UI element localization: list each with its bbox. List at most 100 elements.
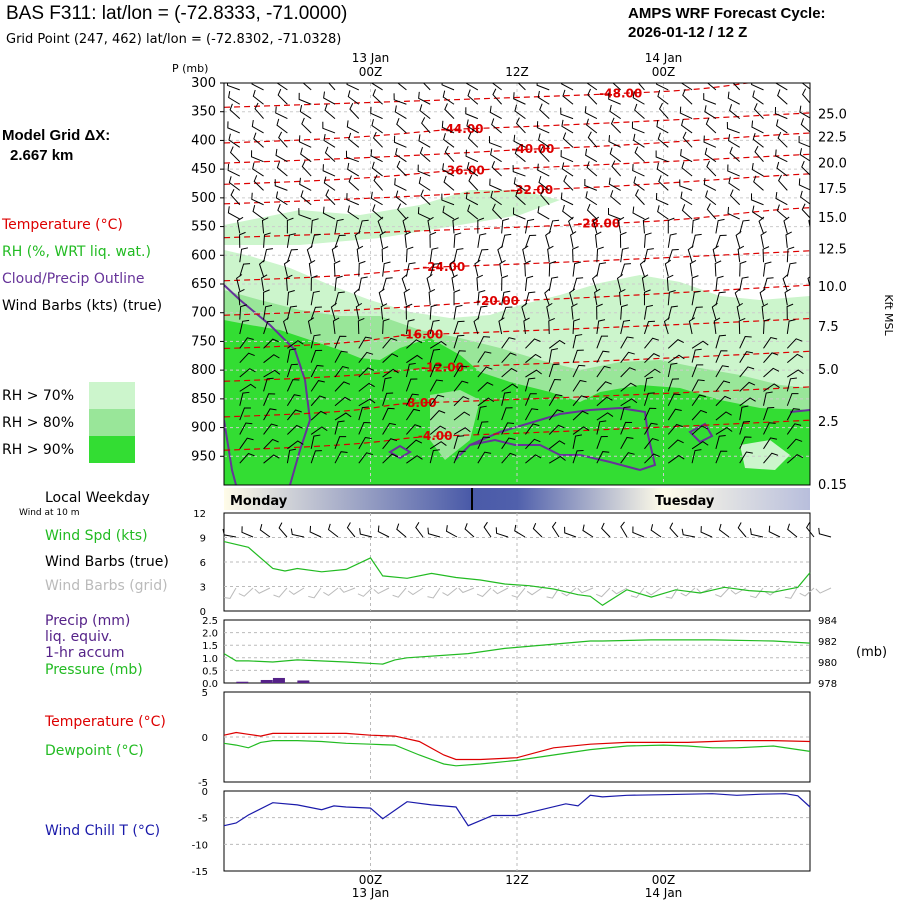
pressure-ytick-label: 980 bbox=[818, 658, 837, 669]
bottom-time-hour-label: 00Z bbox=[652, 873, 676, 887]
forecast-cycle: AMPS WRF Forecast Cycle: 2026-01-12 / 12… bbox=[628, 4, 826, 42]
wind-barb bbox=[777, 89, 788, 105]
kft-tick-label: 0.15 bbox=[818, 478, 847, 493]
wind-barb bbox=[396, 160, 407, 177]
legend-rh70-label: RH > 70% bbox=[2, 388, 75, 404]
wind-barb bbox=[596, 303, 603, 320]
windchill-ytick-label: -15 bbox=[192, 867, 208, 878]
wind-barb bbox=[442, 205, 455, 220]
wind-barb bbox=[252, 162, 264, 177]
wind-barb bbox=[732, 83, 741, 91]
wind-barb bbox=[739, 421, 751, 435]
precip-ytick-label: 1.0 bbox=[202, 654, 218, 665]
wind-barb bbox=[572, 318, 581, 334]
windchill-ytick-label: 0 bbox=[202, 787, 208, 798]
wind-barb bbox=[239, 383, 257, 392]
wind-barb bbox=[786, 353, 804, 364]
wind-barb bbox=[524, 291, 536, 306]
kft-tick-label: 15.0 bbox=[818, 211, 847, 226]
wind-barb bbox=[451, 274, 458, 291]
wind-barb bbox=[252, 89, 264, 105]
wind-barb bbox=[239, 352, 255, 364]
wind-barb bbox=[474, 259, 481, 277]
wind-barb bbox=[679, 179, 693, 191]
wind-barb bbox=[620, 247, 629, 263]
temp-contour-line bbox=[224, 83, 752, 108]
wind-barb bbox=[632, 91, 645, 105]
wind-barb bbox=[477, 233, 487, 248]
wind-barb bbox=[715, 350, 728, 363]
wind-barb bbox=[239, 452, 255, 464]
wind-barb-true bbox=[564, 526, 577, 538]
top-time-date-label: 14 Jan bbox=[645, 51, 683, 65]
wind-barb-grid bbox=[526, 587, 543, 596]
wind-barb bbox=[562, 204, 574, 220]
wind-barb bbox=[608, 135, 621, 148]
wind-barb bbox=[492, 88, 503, 105]
wind-barb bbox=[620, 351, 635, 363]
wind-barb bbox=[501, 337, 516, 349]
wind-barb bbox=[406, 439, 423, 450]
wind-barb bbox=[422, 83, 431, 91]
wind-barb bbox=[378, 288, 385, 306]
wind-barb bbox=[420, 189, 431, 206]
wind-barb bbox=[465, 192, 479, 206]
wind-barb bbox=[358, 336, 372, 349]
wind-barb bbox=[705, 190, 717, 206]
wind-barb-grid bbox=[442, 587, 458, 597]
wind-barb bbox=[560, 107, 574, 120]
wind-barb bbox=[786, 454, 804, 464]
temp-contour-label: -28.00 bbox=[577, 217, 620, 231]
wind-barb bbox=[263, 232, 271, 248]
wind-barb-true bbox=[445, 525, 458, 538]
wind-barb bbox=[667, 305, 678, 320]
temp-contour-label: -40.00 bbox=[511, 142, 554, 156]
wind-barb bbox=[397, 83, 407, 91]
wind-barb bbox=[405, 319, 415, 335]
wind-barb-grid bbox=[749, 587, 764, 599]
wind-barb bbox=[524, 377, 536, 392]
wind-barb bbox=[301, 117, 312, 134]
wind-barb-grid bbox=[254, 587, 271, 594]
wind-barb bbox=[729, 104, 741, 119]
wind-barb bbox=[620, 367, 636, 378]
pressure-ytick-label: 982 bbox=[818, 637, 837, 648]
wind-barb bbox=[572, 410, 589, 421]
temp-contour-label: -8.00 bbox=[402, 396, 437, 410]
wind-barb bbox=[679, 106, 693, 120]
wind-barb bbox=[452, 217, 459, 234]
wind-barb bbox=[251, 83, 264, 91]
wind-barb bbox=[310, 364, 324, 378]
wind-barb bbox=[334, 234, 346, 248]
wind-barb bbox=[251, 150, 264, 163]
wind-barb bbox=[620, 406, 631, 421]
wind-barb bbox=[572, 277, 584, 292]
wind-barb bbox=[525, 338, 541, 349]
wind-barb bbox=[657, 132, 669, 148]
wind-barb bbox=[372, 204, 383, 220]
wind-barb bbox=[691, 440, 709, 450]
wind-barb bbox=[276, 118, 288, 134]
wind-barb bbox=[501, 233, 512, 248]
wind-barb bbox=[729, 189, 741, 206]
pressure-ytick-label: 978 bbox=[818, 679, 837, 690]
wind-barb bbox=[491, 118, 502, 134]
wind-barb bbox=[616, 274, 624, 292]
wind-barb bbox=[584, 179, 598, 191]
wind-barb bbox=[631, 121, 645, 134]
wind-barb bbox=[525, 369, 542, 378]
wind-barb bbox=[536, 83, 550, 91]
wind-barb bbox=[680, 191, 693, 206]
wind-barb bbox=[429, 410, 446, 421]
wind-barb bbox=[691, 290, 701, 306]
wind-barb bbox=[681, 161, 693, 177]
wind-barb bbox=[811, 379, 823, 391]
wind-barb bbox=[763, 318, 771, 334]
pressure-label: Pressure (mb) bbox=[45, 662, 143, 678]
wind-barb bbox=[632, 206, 645, 220]
wind-barb bbox=[263, 408, 277, 421]
wind-barb bbox=[358, 437, 372, 450]
wind-barb bbox=[663, 317, 670, 335]
wind-barb bbox=[596, 435, 608, 449]
wind-barb bbox=[334, 335, 347, 349]
